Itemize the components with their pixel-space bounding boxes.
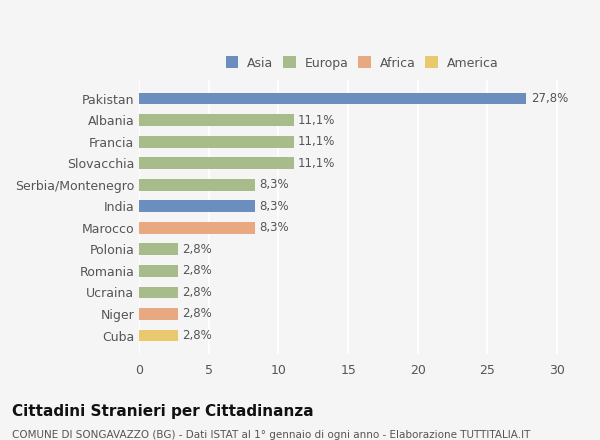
Text: 2,8%: 2,8%: [182, 264, 212, 277]
Bar: [139, 222, 255, 234]
Bar: [139, 286, 178, 298]
Bar: [139, 136, 294, 147]
Text: COMUNE DI SONGAVAZZO (BG) - Dati ISTAT al 1° gennaio di ogni anno - Elaborazione: COMUNE DI SONGAVAZZO (BG) - Dati ISTAT a…: [12, 430, 530, 440]
Bar: [139, 157, 294, 169]
Legend: Asia, Europa, Africa, America: Asia, Europa, Africa, America: [222, 54, 502, 74]
Bar: [139, 243, 178, 255]
Bar: [139, 200, 255, 212]
Text: 8,3%: 8,3%: [259, 178, 289, 191]
Text: 11,1%: 11,1%: [298, 114, 335, 127]
Bar: [139, 308, 178, 320]
Text: 11,1%: 11,1%: [298, 157, 335, 170]
Bar: [139, 265, 178, 277]
Text: 8,3%: 8,3%: [259, 200, 289, 213]
Bar: [139, 93, 526, 104]
Text: 2,8%: 2,8%: [182, 243, 212, 256]
Text: 2,8%: 2,8%: [182, 286, 212, 299]
Text: 2,8%: 2,8%: [182, 329, 212, 342]
Bar: [139, 114, 294, 126]
Text: 27,8%: 27,8%: [530, 92, 568, 105]
Text: 2,8%: 2,8%: [182, 308, 212, 320]
Text: 8,3%: 8,3%: [259, 221, 289, 235]
Bar: [139, 330, 178, 341]
Bar: [139, 179, 255, 191]
Text: Cittadini Stranieri per Cittadinanza: Cittadini Stranieri per Cittadinanza: [12, 404, 314, 419]
Text: 11,1%: 11,1%: [298, 135, 335, 148]
